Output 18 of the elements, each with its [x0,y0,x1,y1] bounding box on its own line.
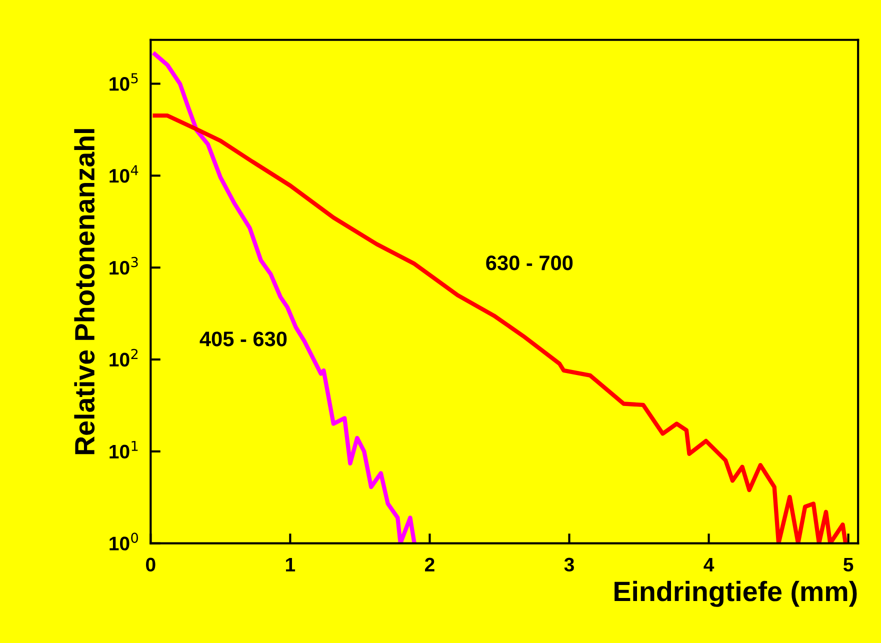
y-axis-title: Relative Photonenanzahl [74,129,95,454]
series-label: 405 - 630 [200,332,287,346]
x-tick-label: 5 [844,558,854,572]
x-tick-label: 1 [286,558,296,572]
x-tick-label: 3 [564,558,574,572]
x-tick-label: 2 [424,558,434,572]
y-tick-label: 10$^{3}$ [110,256,138,275]
x-tick-label: 4 [704,558,714,572]
x-axis-title: Eindringtiefe (mm) [614,580,857,607]
y-tick-label: 10$^{4}$ [110,165,138,183]
y-tick-label: 10$^{1}$ [110,440,138,459]
x-tick-label: 0 [146,558,156,572]
line-series [152,52,416,544]
y-tick-label: 10$^{5}$ [110,73,138,91]
series-label: 630 - 700 [486,256,573,270]
line-series [152,114,848,544]
y-tick-label: 10$^{2}$ [110,348,138,367]
y-tick-label: 10$^{0}$ [110,532,138,550]
